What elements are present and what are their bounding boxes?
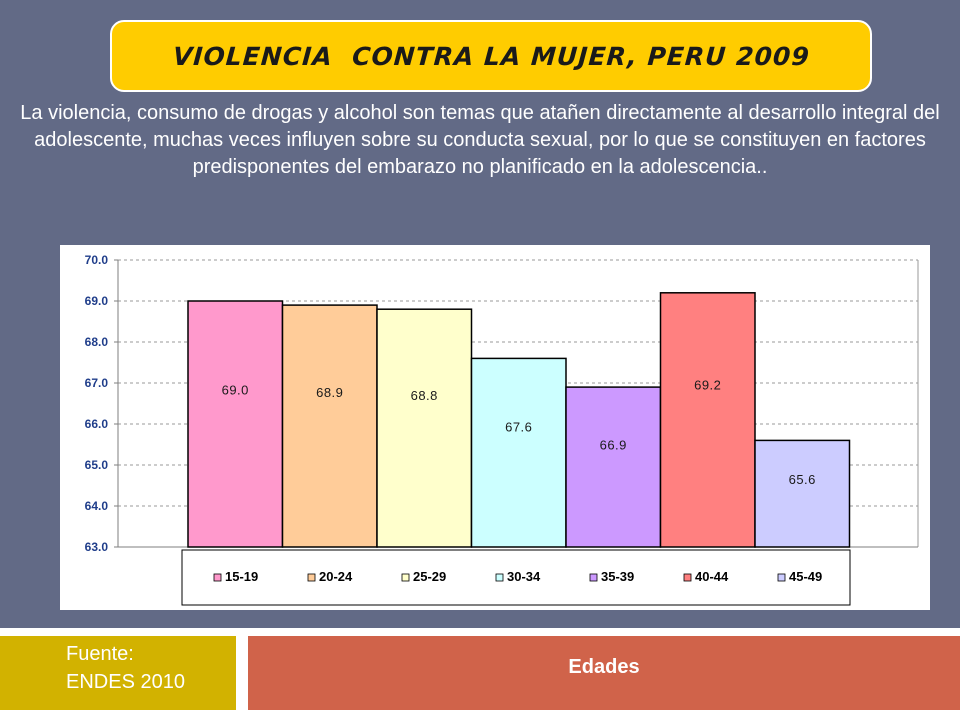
data-label-45-49: 65.6 xyxy=(789,472,816,487)
y-tick-label: 65.0 xyxy=(85,458,109,472)
description-text: La violencia, consumo de drogas y alcoho… xyxy=(20,102,940,178)
bar-20-24 xyxy=(281,304,378,548)
title-banner: VIOLENCIA CONTRA LA MUJER, PERU 2009 xyxy=(110,20,872,92)
source-value: ENDES 2010 xyxy=(66,671,185,693)
data-label-25-29: 68.8 xyxy=(411,388,438,403)
page-title: VIOLENCIA CONTRA LA MUJER, PERU 2009 xyxy=(171,41,811,71)
x-axis-category-label: Edades xyxy=(568,656,640,678)
bar-15-19 xyxy=(187,300,284,548)
legend-swatch-30-34 xyxy=(495,573,504,582)
y-tick-label: 64.0 xyxy=(85,499,109,513)
bar-40-44 xyxy=(659,292,756,548)
bar-45-49 xyxy=(754,439,851,548)
legend-label-15-19: 15-19 xyxy=(225,569,258,584)
data-label-40-44: 69.2 xyxy=(694,377,721,392)
legend-label-30-34: 30-34 xyxy=(507,569,541,584)
legend-label-40-44: 40-44 xyxy=(695,569,729,584)
bar-chart: 70.0 69.0 68.0 67.0 66.0 65.0 64.0 63.0 69.0 68.9… xyxy=(60,245,930,610)
data-label-20-24: 68.9 xyxy=(316,385,343,400)
legend-label-35-39: 35-39 xyxy=(601,569,634,584)
y-tick-label: 69.0 xyxy=(85,294,109,308)
data-label-35-39: 66.9 xyxy=(600,438,627,453)
y-tick-label: 66.0 xyxy=(85,417,109,431)
y-tick-label: 68.0 xyxy=(85,335,109,349)
legend-swatch-20-24 xyxy=(307,573,316,582)
bar-25-29 xyxy=(376,308,473,548)
bar-30-34 xyxy=(470,357,567,548)
data-label-15-19: 69.0 xyxy=(222,383,249,398)
y-tick-label: 67.0 xyxy=(85,376,109,390)
legend-swatch-40-44 xyxy=(683,573,692,582)
data-label-30-34: 67.6 xyxy=(505,419,532,434)
legend-label-25-29: 25-29 xyxy=(413,569,446,584)
legend-label-45-49: 45-49 xyxy=(789,569,822,584)
source-label: Fuente: xyxy=(66,643,134,665)
legend-swatch-45-49 xyxy=(777,573,786,582)
legend-swatch-25-29 xyxy=(401,573,410,582)
legend-swatch-35-39 xyxy=(589,573,598,582)
x-axis-category-box: Edades xyxy=(248,636,960,710)
y-tick-label: 63.0 xyxy=(85,540,109,554)
bar-35-39 xyxy=(565,386,662,548)
y-tick-label: 70.0 xyxy=(85,253,109,267)
legend-label-20-24: 20-24 xyxy=(319,569,353,584)
legend-box xyxy=(181,549,851,606)
source-box: Fuente: ENDES 2010 xyxy=(0,636,236,710)
legend-swatch-15-19 xyxy=(213,573,222,582)
